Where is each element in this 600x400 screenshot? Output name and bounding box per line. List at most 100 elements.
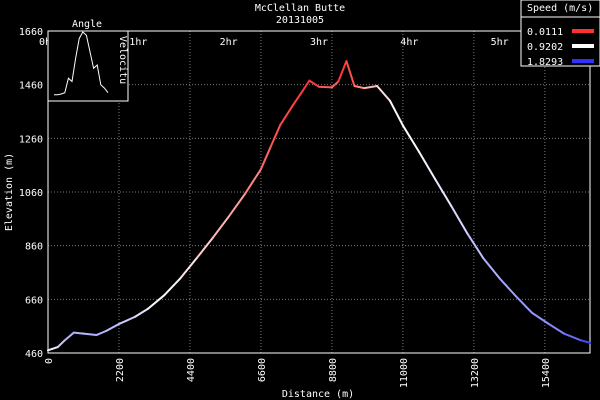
time-tick-label: 3hr bbox=[310, 37, 328, 48]
legend-swatch bbox=[572, 44, 594, 48]
x-tick-label: 8800 bbox=[328, 358, 339, 382]
series-segment bbox=[579, 339, 591, 344]
series-segment bbox=[563, 332, 582, 342]
series-point bbox=[401, 124, 404, 127]
x-tick-label: 15400 bbox=[541, 358, 552, 388]
legend-swatch bbox=[572, 29, 594, 33]
series-segment bbox=[259, 145, 272, 171]
chart-title: McClellan Butte bbox=[255, 3, 345, 14]
series-point bbox=[279, 124, 282, 126]
series-point bbox=[498, 277, 501, 280]
series-segment bbox=[363, 85, 379, 90]
series-point bbox=[337, 80, 340, 83]
series-point bbox=[318, 85, 320, 88]
series-point bbox=[63, 340, 66, 342]
series-point bbox=[482, 257, 485, 260]
series-point bbox=[376, 85, 378, 87]
y-axis-label: Elevation (m) bbox=[4, 153, 15, 231]
series-point bbox=[466, 232, 469, 235]
series-point bbox=[227, 215, 230, 218]
series-segment bbox=[179, 257, 198, 280]
series-point bbox=[292, 103, 295, 106]
y-tick-label: 660 bbox=[25, 295, 43, 306]
x-tick-label: 4400 bbox=[186, 358, 197, 382]
series-segment bbox=[56, 339, 66, 349]
series-point bbox=[389, 99, 391, 102]
series-segment bbox=[105, 323, 120, 332]
series-point bbox=[56, 346, 59, 348]
series-point bbox=[450, 205, 453, 207]
series-point bbox=[195, 257, 198, 260]
series-segment bbox=[434, 178, 453, 207]
x-axis: 0 2200 4400 6600 8800 11000 13200 15400 bbox=[44, 358, 552, 388]
y-tick-label: 1460 bbox=[19, 81, 43, 92]
series-segment bbox=[117, 315, 137, 326]
inset-plot: Angle Velocitu bbox=[47, 19, 129, 102]
series-point bbox=[434, 178, 437, 181]
legend-label: 0.9202 bbox=[527, 42, 563, 53]
series-segment bbox=[195, 237, 214, 260]
series-segment bbox=[376, 85, 391, 102]
series-point bbox=[363, 87, 366, 90]
series-point bbox=[269, 146, 272, 148]
series-segment bbox=[498, 277, 517, 298]
series-point bbox=[134, 315, 137, 318]
series-segment bbox=[345, 60, 356, 88]
chart-subtitle: 20131005 bbox=[276, 15, 324, 26]
time-tick-label: 2hr bbox=[220, 37, 238, 48]
x-tick-label: 2200 bbox=[115, 358, 126, 382]
series-segment bbox=[337, 60, 348, 83]
series-point bbox=[563, 332, 566, 335]
series-segment bbox=[301, 79, 311, 92]
y-tick-label: 460 bbox=[25, 349, 43, 360]
series-segment bbox=[163, 277, 182, 297]
legend: Speed (m/s) 0.0111 0.9202 1.8293 bbox=[520, 0, 600, 68]
series-segment bbox=[292, 89, 304, 106]
series-segment bbox=[514, 295, 533, 314]
series-segment bbox=[308, 79, 320, 88]
series-segment bbox=[418, 150, 437, 181]
series-point bbox=[163, 294, 166, 297]
series-point bbox=[243, 193, 246, 196]
series-segment bbox=[243, 168, 262, 196]
legend-label: 0.0111 bbox=[527, 27, 563, 38]
inset-right-label: Velocitu bbox=[117, 36, 128, 84]
y-tick-label: 1660 bbox=[19, 27, 43, 38]
series-point bbox=[105, 330, 107, 332]
series-segment bbox=[134, 307, 150, 318]
series-point bbox=[72, 331, 75, 334]
series-point bbox=[95, 334, 98, 336]
series-segment bbox=[466, 232, 485, 260]
series-segment bbox=[482, 257, 501, 280]
x-tick-label: 11000 bbox=[399, 358, 410, 388]
series-segment bbox=[82, 332, 98, 337]
series-point bbox=[47, 349, 49, 352]
series-segment bbox=[353, 85, 366, 90]
series-segment bbox=[147, 294, 166, 310]
series-segment bbox=[530, 311, 550, 325]
legend-label: 1.8293 bbox=[527, 57, 563, 68]
y-tick-label: 860 bbox=[25, 242, 43, 253]
legend-title: Speed (m/s) bbox=[527, 3, 593, 14]
x-axis-label: Distance (m) bbox=[282, 389, 354, 400]
series-segment bbox=[211, 215, 230, 240]
series-point bbox=[345, 60, 348, 62]
series-point bbox=[308, 79, 311, 82]
inset-frame bbox=[47, 30, 129, 102]
series-segment bbox=[227, 193, 246, 218]
inset-left-label: Angle bbox=[72, 19, 102, 30]
series-point bbox=[547, 322, 549, 325]
series-segment bbox=[330, 80, 340, 89]
time-tick-label: 1hr bbox=[129, 37, 147, 48]
plot-frame bbox=[47, 30, 591, 354]
series-segment bbox=[450, 204, 469, 235]
series-segment bbox=[47, 346, 59, 352]
series-segment bbox=[547, 322, 566, 335]
y-tick-label: 1260 bbox=[19, 134, 43, 145]
inset-line bbox=[54, 31, 109, 96]
series-segment bbox=[63, 331, 75, 342]
series-point bbox=[260, 168, 262, 171]
series-point bbox=[514, 295, 517, 298]
series-point bbox=[579, 339, 582, 342]
